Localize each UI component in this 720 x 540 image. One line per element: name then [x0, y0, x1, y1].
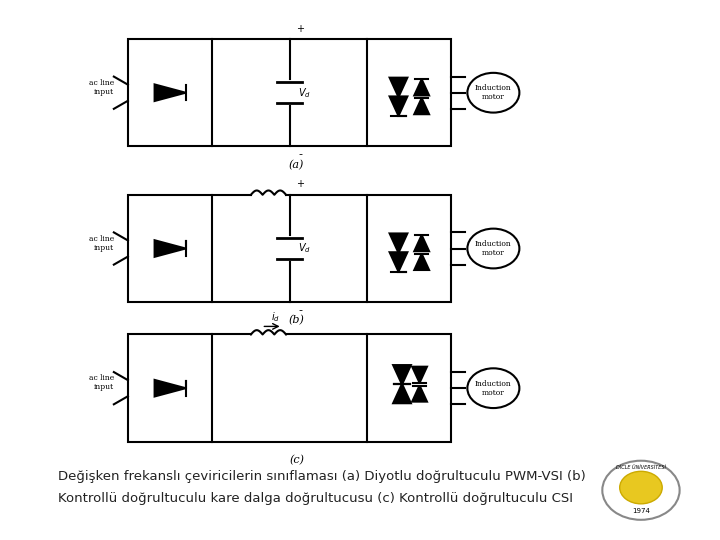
Polygon shape — [393, 384, 411, 403]
Circle shape — [467, 228, 519, 268]
Polygon shape — [155, 84, 186, 101]
Polygon shape — [155, 240, 186, 257]
Polygon shape — [412, 367, 427, 383]
Text: Kontrollü doğrultuculu kare dalga doğrultucusu (c) Kontrollü doğrultuculu CSI: Kontrollü doğrultuculu kare dalga doğrul… — [58, 492, 572, 505]
Text: ac line
input: ac line input — [89, 374, 114, 392]
Bar — [367, 195, 451, 302]
Bar — [367, 334, 451, 442]
Polygon shape — [390, 97, 408, 116]
Text: $i_d$: $i_d$ — [271, 310, 280, 323]
Text: DİCLE ÜNİVERSİTESİ: DİCLE ÜNİVERSİTESİ — [616, 465, 666, 470]
Polygon shape — [414, 79, 429, 96]
Polygon shape — [390, 233, 408, 253]
Polygon shape — [414, 98, 429, 114]
Text: +: + — [296, 179, 304, 190]
Text: ac line
input: ac line input — [89, 234, 114, 252]
Text: -: - — [298, 149, 302, 159]
Text: $V_d$: $V_d$ — [298, 86, 311, 99]
Polygon shape — [414, 235, 429, 251]
Text: (c): (c) — [289, 455, 304, 465]
Bar — [367, 39, 451, 146]
Bar — [128, 39, 212, 146]
Text: Induction
motor: Induction motor — [475, 380, 512, 397]
Polygon shape — [390, 78, 408, 97]
Circle shape — [467, 73, 519, 113]
Circle shape — [603, 461, 680, 520]
Circle shape — [620, 471, 662, 504]
Text: Induction
motor: Induction motor — [475, 84, 512, 102]
Polygon shape — [390, 252, 408, 272]
Polygon shape — [414, 254, 429, 270]
Text: Değişken frekanslı çeviricilerin sınıflaması (a) Diyotlu doğrultuculu PWM-VSI (b: Değişken frekanslı çeviricilerin sınıfla… — [58, 470, 585, 483]
Text: 1974: 1974 — [632, 508, 650, 514]
Text: +: + — [296, 24, 304, 33]
Text: (a): (a) — [289, 160, 305, 170]
Text: $V_d$: $V_d$ — [298, 241, 311, 255]
Text: Induction
motor: Induction motor — [475, 240, 512, 257]
Circle shape — [467, 368, 519, 408]
Text: (b): (b) — [289, 315, 305, 326]
Text: -: - — [298, 305, 302, 315]
Bar — [128, 195, 212, 302]
Polygon shape — [412, 386, 427, 402]
Text: ac line
input: ac line input — [89, 79, 114, 96]
Bar — [128, 334, 212, 442]
Polygon shape — [393, 365, 411, 384]
Polygon shape — [155, 380, 186, 396]
